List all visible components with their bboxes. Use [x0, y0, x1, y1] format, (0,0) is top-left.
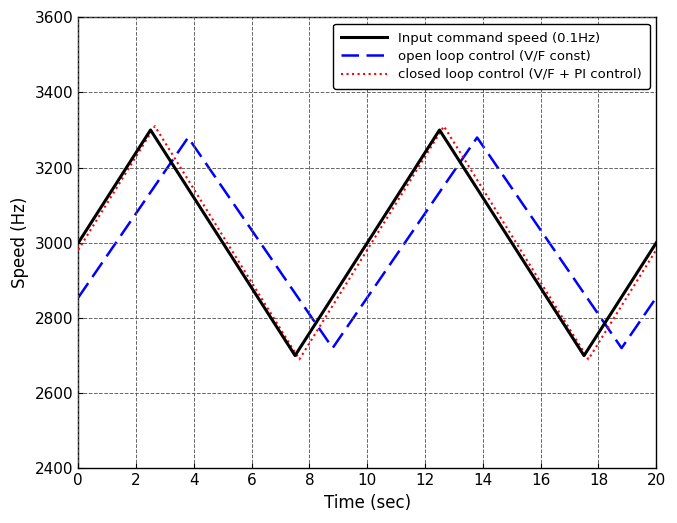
closed loop control (V/F + PI control): [506, 230, 514, 236]
Input command speed (0.1Hz): [421, 150, 429, 156]
closed loop control (V/F + PI control): [440, 123, 448, 129]
Input command speed (0.1Hz): [450, 150, 458, 156]
open loop control (V/F const): [184, 134, 192, 141]
open loop control (V/F const): [295, 297, 303, 303]
closed loop control (V/F + PI control): [295, 356, 303, 362]
Legend: Input command speed (0.1Hz), open loop control (V/F const), closed loop control : Input command speed (0.1Hz), open loop c…: [333, 24, 650, 89]
open loop control (V/F const): [652, 294, 660, 301]
open loop control (V/F const): [74, 294, 83, 301]
Input command speed (0.1Hz): [506, 236, 514, 243]
Input command speed (0.1Hz): [580, 353, 588, 359]
closed loop control (V/F + PI control): [450, 140, 458, 146]
closed loop control (V/F + PI control): [295, 356, 303, 362]
Input command speed (0.1Hz): [179, 178, 188, 185]
Line: Input command speed (0.1Hz): Input command speed (0.1Hz): [79, 130, 656, 356]
X-axis label: Time (sec): Time (sec): [324, 494, 411, 512]
open loop control (V/F const): [179, 141, 188, 147]
open loop control (V/F const): [506, 182, 514, 188]
closed loop control (V/F + PI control): [179, 169, 188, 175]
open loop control (V/F const): [450, 167, 458, 174]
Y-axis label: Speed (Hz): Speed (Hz): [11, 197, 29, 289]
Input command speed (0.1Hz): [74, 240, 83, 246]
Line: closed loop control (V/F + PI control): closed loop control (V/F + PI control): [79, 126, 656, 359]
Input command speed (0.1Hz): [550, 305, 558, 311]
Line: open loop control (V/F const): open loop control (V/F const): [79, 138, 656, 348]
closed loop control (V/F + PI control): [550, 300, 558, 306]
open loop control (V/F const): [550, 246, 558, 252]
open loop control (V/F const): [421, 210, 429, 217]
open loop control (V/F const): [617, 345, 626, 351]
closed loop control (V/F + PI control): [652, 247, 660, 253]
Input command speed (0.1Hz): [652, 240, 660, 246]
closed loop control (V/F + PI control): [74, 247, 83, 253]
Input command speed (0.1Hz): [295, 346, 303, 352]
closed loop control (V/F + PI control): [421, 153, 429, 160]
Input command speed (0.1Hz): [146, 127, 154, 133]
